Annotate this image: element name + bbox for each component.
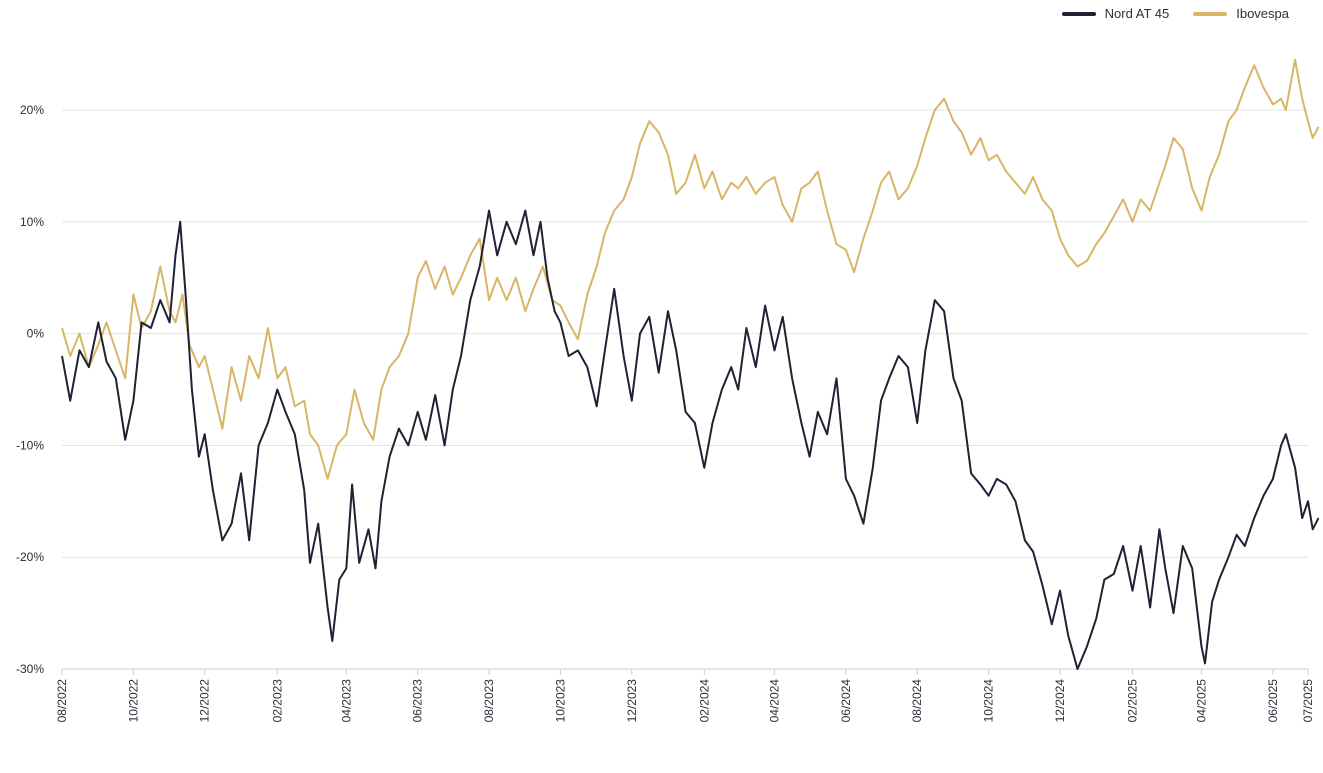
series-lines [61,58,1320,670]
y-tick-label: 20% [20,103,44,117]
y-tick-label: -20% [16,550,44,564]
legend-swatch-ibovespa [1193,11,1228,16]
x-tick-label: 04/2023 [339,679,353,723]
legend-item-ibovespa[interactable]: Ibovespa [1193,6,1289,21]
x-tick-label: 06/2024 [839,679,853,723]
series-line-ibovespa [61,58,1320,480]
x-tick-label: 06/2025 [1266,679,1280,723]
x-tick-label: 08/2023 [482,679,496,723]
x-tick-label: 10/2024 [982,679,996,723]
y-tick-label: 10% [20,215,44,229]
x-tick-label: 08/2022 [55,679,69,723]
legend-label-nord-at-45: Nord AT 45 [1104,6,1170,21]
x-tick-label: 08/2024 [910,679,924,723]
y-tick-label: -30% [16,662,44,676]
chart-legend: Nord AT 45 Ibovespa [1061,6,1289,21]
y-tick-label: 0% [27,327,45,341]
x-tick-label: 02/2024 [697,679,711,723]
x-tick-label: 10/2022 [126,679,140,723]
y-axis-ticks: -30% -20% -10% 0% 10% 20% [16,103,44,676]
x-tick-label: 12/2024 [1053,679,1067,723]
x-tick-label: 02/2023 [270,679,284,723]
x-tick-label: 10/2023 [553,679,567,723]
x-tick-label: 02/2025 [1126,679,1140,723]
grid-lines [62,109,1308,670]
x-tick-label: 12/2023 [625,679,639,723]
x-tick-label: 04/2025 [1195,679,1209,723]
series-line-nord-at-45 [61,209,1320,670]
x-tick-label: 04/2024 [768,679,782,723]
x-tick-label: 07/2025 [1301,679,1315,723]
legend-swatch-nord-at-45 [1061,11,1096,16]
x-tick-label: 12/2022 [198,679,212,723]
legend-item-nord-at-45[interactable]: Nord AT 45 [1061,6,1170,21]
x-tick-label: 06/2023 [411,679,425,723]
x-axis-ticks: 08/2022 10/2022 12/2022 02/2023 04/2023 06/20… [55,669,1315,722]
y-tick-label: -10% [16,438,44,452]
legend-label-ibovespa: Ibovespa [1236,6,1289,21]
